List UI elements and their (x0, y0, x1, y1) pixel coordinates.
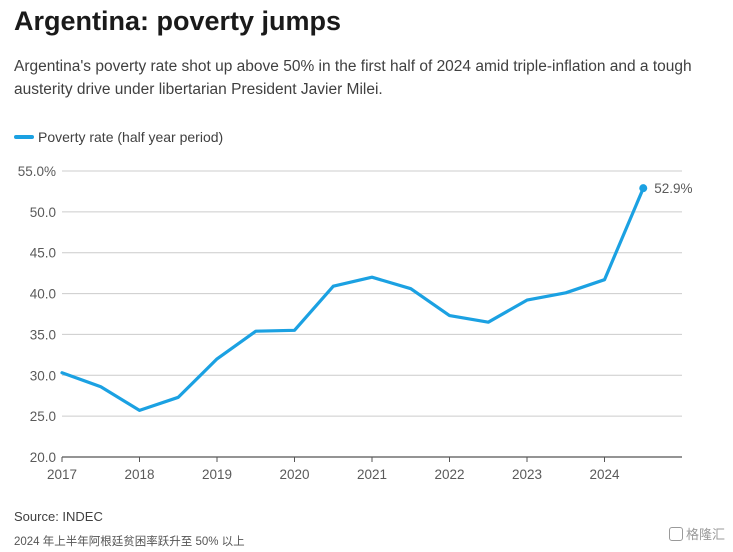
y-tick-label: 30.0 (30, 368, 56, 383)
watermark-text: 格隆汇 (685, 527, 725, 542)
x-tick-label: 2022 (434, 467, 464, 482)
legend-swatch (14, 135, 34, 139)
legend-label: Poverty rate (half year period) (38, 129, 224, 145)
caption-note: 2024 年上半年阿根廷贫困率跃升至 50% 以上 (14, 536, 245, 548)
chart-title: Argentina: poverty jumps (14, 6, 342, 36)
watermark-logo-icon (668, 526, 683, 541)
x-tick-label: 2017 (47, 467, 77, 482)
series-line (60, 186, 645, 412)
x-tick-label: 2020 (279, 467, 309, 482)
x-tick-label: 2019 (202, 467, 232, 482)
annotations: 52.9% (654, 181, 692, 196)
y-tick-label: 25.0 (30, 409, 56, 424)
endpoint-marker (639, 184, 648, 193)
y-tick-label: 40.0 (30, 287, 56, 302)
x-tick-label: 2021 (357, 467, 387, 482)
source-note: Source: INDEC (14, 509, 103, 524)
y-tick-label: 35.0 (30, 327, 56, 342)
x-axis: 2017 2018 2019 2020 2021 2022 2023 2024 (47, 457, 620, 482)
endpoint-value-label: 52.9% (654, 181, 692, 196)
y-tick-label: 50.0 (30, 205, 56, 220)
x-tick-label: 2024 (589, 467, 620, 482)
y-tick-label: 20.0 (30, 450, 56, 465)
watermark: 格隆汇 (668, 524, 725, 543)
x-tick-label: 2023 (512, 467, 542, 482)
y-tick-label: 55.0% (18, 164, 56, 179)
legend: Poverty rate (half year period) (14, 129, 223, 145)
y-tick-label: 45.0 (30, 246, 56, 261)
chart-subtitle: Argentina's poverty rate shot up above 5… (14, 58, 692, 98)
series-group (60, 184, 648, 412)
y-axis: 55.0% 50.0 45.0 40.0 35.0 30.0 25.0 20.0 (18, 164, 56, 465)
x-tick-label: 2018 (124, 467, 154, 482)
gridlines (62, 170, 682, 458)
